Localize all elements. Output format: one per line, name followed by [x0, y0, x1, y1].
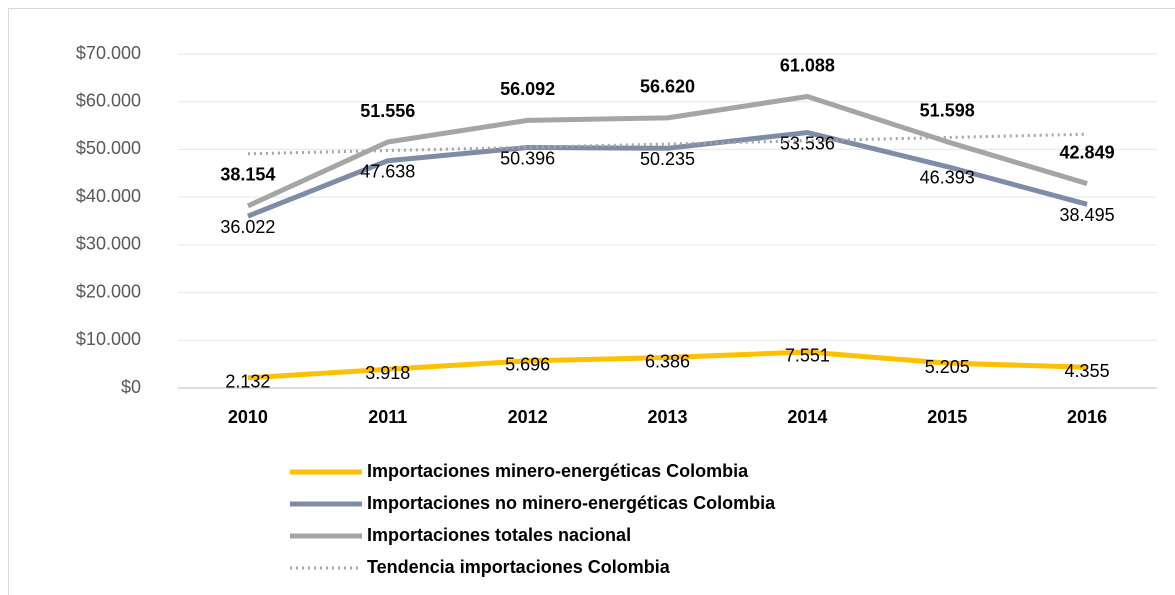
data-label: 53.536	[780, 133, 835, 153]
data-label: 4.355	[1065, 361, 1110, 381]
data-label: 56.092	[500, 79, 555, 99]
data-label: 38.154	[220, 165, 275, 185]
data-label: 5.696	[505, 355, 550, 375]
legend-label: Importaciones totales nacional	[367, 525, 631, 545]
data-label: 56.620	[640, 77, 695, 97]
data-label: 42.849	[1060, 142, 1115, 162]
x-tick-label: 2012	[508, 407, 548, 427]
data-label: 61.088	[780, 55, 835, 75]
y-tick-label: $50.000	[76, 138, 141, 158]
y-tick-label: $70.000	[76, 43, 141, 63]
legend-label: Importaciones no minero-energéticas Colo…	[367, 493, 776, 513]
data-label: 50.396	[500, 148, 555, 168]
data-label: 2.132	[225, 372, 270, 392]
data-label: 5.205	[925, 357, 970, 377]
data-label: 3.918	[365, 363, 410, 383]
y-tick-label: $0	[121, 377, 141, 397]
y-tick-label: $60.000	[76, 90, 141, 110]
x-tick-label: 2015	[927, 407, 967, 427]
data-label: 51.598	[920, 101, 975, 121]
y-tick-label: $30.000	[76, 234, 141, 254]
x-tick-label: 2014	[787, 407, 827, 427]
data-label: 36.022	[220, 217, 275, 237]
data-label: 51.556	[360, 101, 415, 121]
data-label: 46.393	[920, 167, 975, 187]
y-tick-label: $20.000	[76, 281, 141, 301]
legend-label: Tendencia importaciones Colombia	[367, 557, 671, 577]
y-tick-label: $40.000	[76, 186, 141, 206]
series-line	[246, 94, 1088, 209]
data-label: 50.235	[640, 149, 695, 169]
trend-line	[247, 132, 1088, 156]
series-line	[247, 130, 1088, 219]
data-label: 47.638	[360, 161, 415, 181]
x-tick-label: 2011	[368, 407, 407, 427]
x-tick-label: 2010	[228, 407, 268, 427]
data-label: 6.386	[645, 351, 690, 371]
series-line	[247, 349, 1088, 381]
data-label: 7.551	[785, 346, 830, 366]
x-tick-label: 2016	[1067, 407, 1107, 427]
chart-frame	[8, 8, 1175, 595]
x-tick-label: 2013	[647, 407, 687, 427]
legend-label: Importaciones minero-energéticas Colombi…	[367, 461, 749, 481]
y-tick-label: $10.000	[76, 329, 141, 349]
data-label: 38.495	[1060, 205, 1115, 225]
